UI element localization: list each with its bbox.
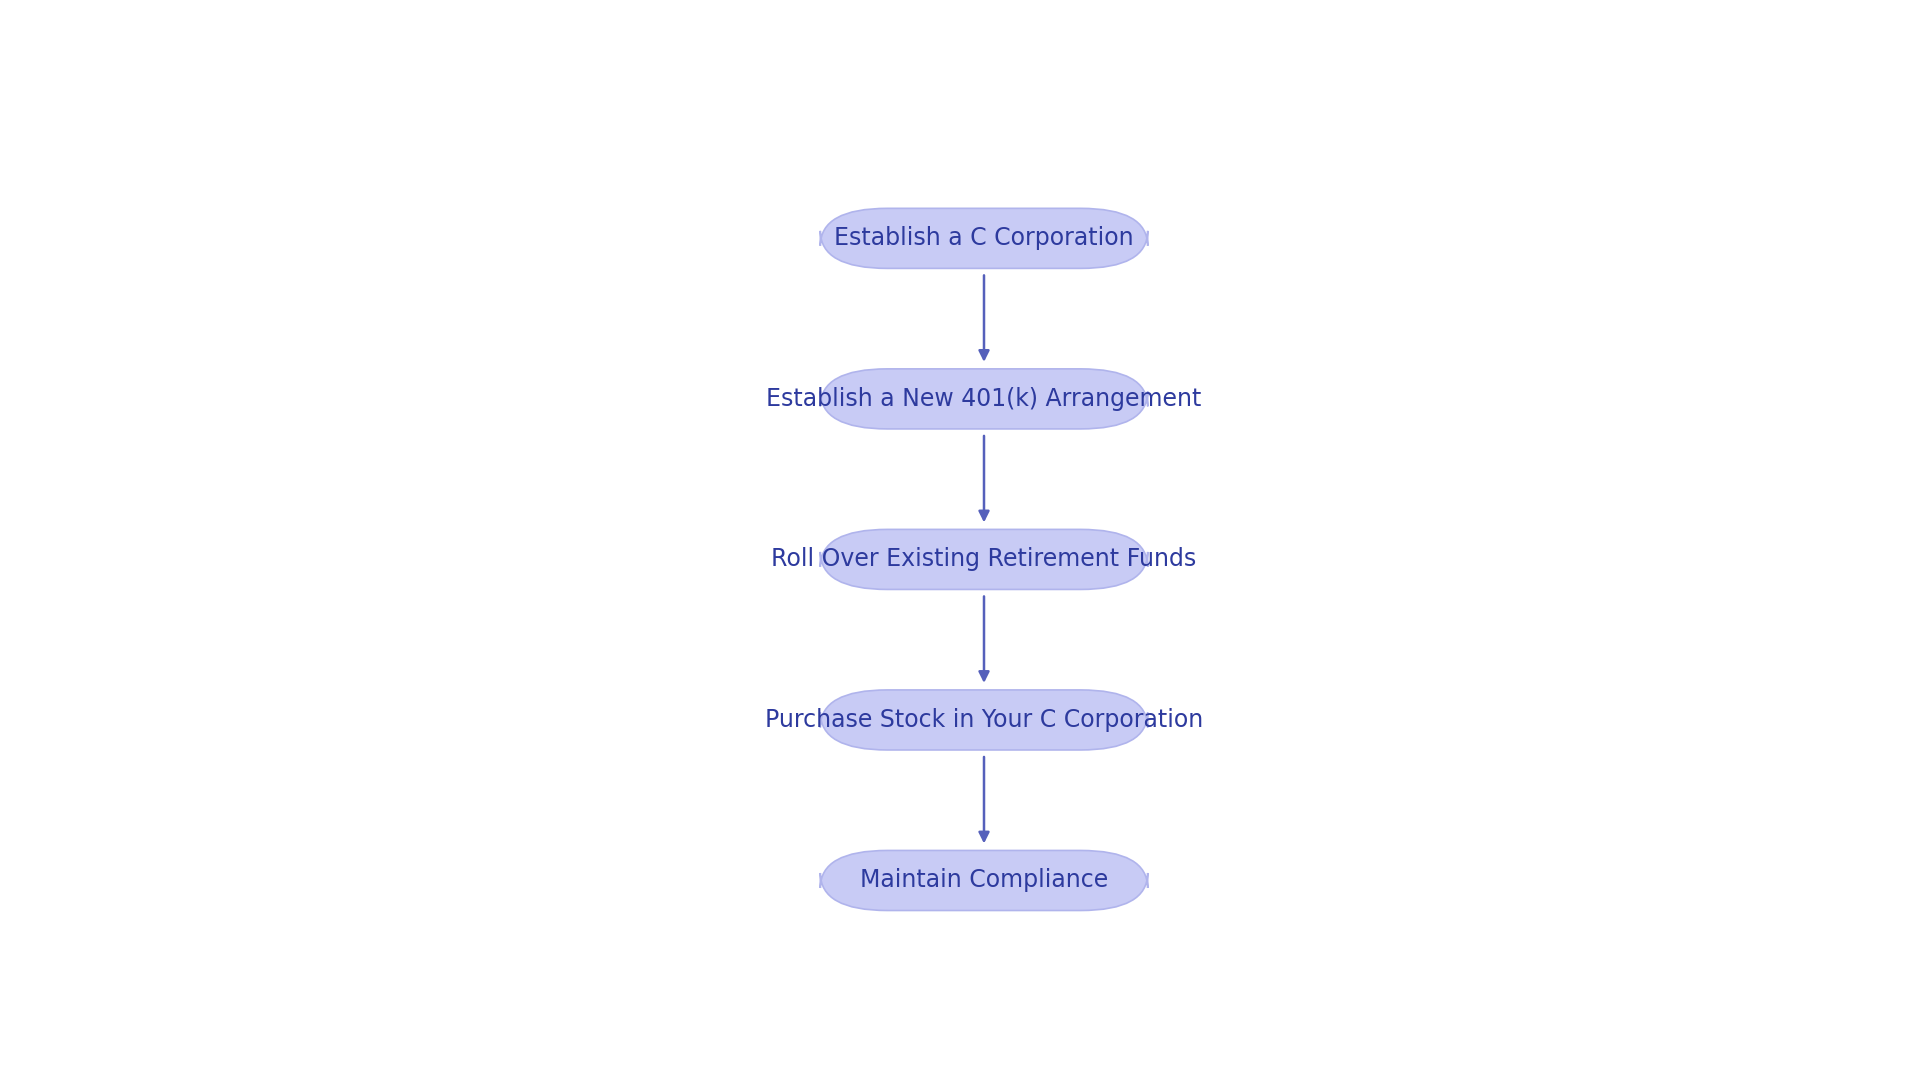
Text: Purchase Stock in Your C Corporation: Purchase Stock in Your C Corporation	[764, 708, 1204, 732]
FancyBboxPatch shape	[820, 850, 1148, 911]
FancyBboxPatch shape	[820, 208, 1148, 269]
Text: Roll Over Existing Retirement Funds: Roll Over Existing Retirement Funds	[772, 547, 1196, 572]
FancyBboxPatch shape	[820, 690, 1148, 749]
FancyBboxPatch shape	[820, 530, 1148, 589]
Text: Maintain Compliance: Maintain Compliance	[860, 869, 1108, 892]
Text: Establish a New 401(k) Arrangement: Establish a New 401(k) Arrangement	[766, 387, 1202, 410]
Text: Establish a C Corporation: Establish a C Corporation	[833, 226, 1135, 250]
FancyBboxPatch shape	[820, 369, 1148, 429]
